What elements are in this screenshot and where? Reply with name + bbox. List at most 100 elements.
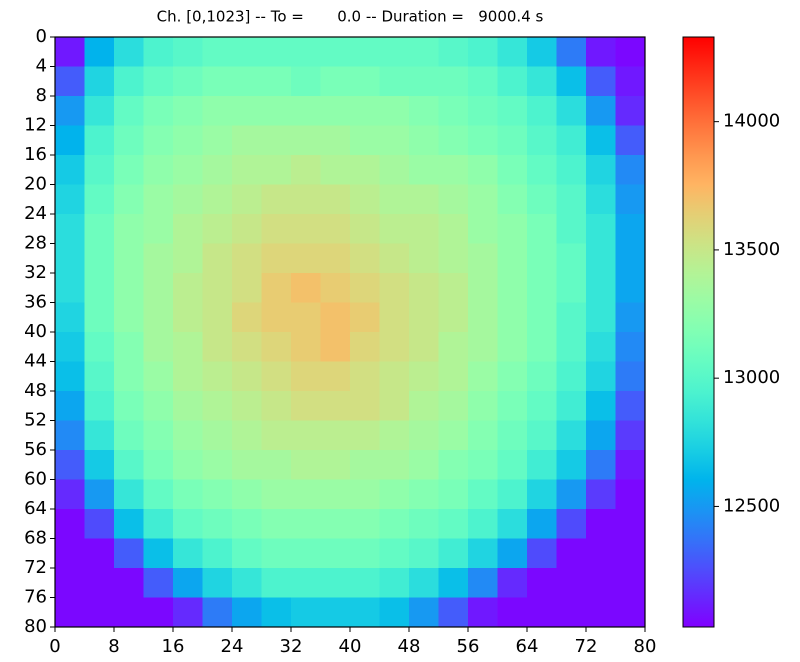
heatmap-cell <box>497 420 528 451</box>
heatmap-cell <box>497 273 528 303</box>
heatmap-cell <box>261 391 292 421</box>
heatmap-cell <box>527 273 557 303</box>
heatmap-cell <box>350 37 380 67</box>
heatmap-cell <box>173 450 203 480</box>
heatmap-cell <box>114 568 144 598</box>
heatmap-cell <box>291 37 321 67</box>
heatmap-cell <box>438 243 469 274</box>
heatmap-cell <box>497 37 528 67</box>
heatmap-cell <box>409 450 439 480</box>
heatmap-cell <box>202 568 233 598</box>
heatmap-cell <box>202 214 233 244</box>
heatmap-cell <box>291 184 321 215</box>
heatmap-cell <box>527 66 557 97</box>
heatmap-cell <box>84 450 115 480</box>
heatmap-cell <box>320 420 351 451</box>
y-tick-label: 36 <box>24 292 47 313</box>
heatmap-cell <box>497 361 528 392</box>
heatmap-cell <box>202 361 233 392</box>
heatmap-cell <box>320 450 351 480</box>
heatmap-cell <box>261 273 292 303</box>
heatmap-cell <box>320 66 351 97</box>
heatmap-cell <box>527 509 557 539</box>
heatmap-cell <box>438 420 469 451</box>
heatmap-cell <box>350 332 380 362</box>
heatmap-cell <box>586 125 616 156</box>
heatmap-cell <box>114 125 144 156</box>
heatmap-cell <box>320 214 351 244</box>
heatmap-cell <box>320 302 351 333</box>
heatmap-cell <box>615 391 646 421</box>
heatmap-cell <box>202 509 233 539</box>
heatmap-cell <box>202 66 233 97</box>
heatmap-cell <box>615 155 646 185</box>
heatmap-cell <box>320 509 351 539</box>
heatmap-cell <box>497 96 528 126</box>
heatmap-cell <box>173 243 203 274</box>
x-tick-label: 0 <box>49 636 60 657</box>
heatmap-cell <box>409 273 439 303</box>
heatmap-cell <box>350 568 380 598</box>
heatmap-cell <box>350 184 380 215</box>
heatmap-cell <box>615 597 646 628</box>
heatmap-cell <box>527 243 557 274</box>
heatmap-cell <box>55 450 85 480</box>
heatmap-cell <box>468 243 498 274</box>
heatmap-cell <box>586 332 616 362</box>
x-tick-label: 40 <box>339 636 362 657</box>
heatmap-cell <box>232 96 262 126</box>
heatmap-cell <box>84 302 115 333</box>
heatmap-cell <box>379 361 410 392</box>
heatmap-cell <box>261 96 292 126</box>
heatmap-cell <box>468 361 498 392</box>
heatmap-cell <box>379 66 410 97</box>
heatmap-cell <box>438 568 469 598</box>
heatmap-cell <box>350 302 380 333</box>
heatmap-cell <box>84 96 115 126</box>
y-tick-label: 4 <box>36 56 47 77</box>
heatmap-cell <box>143 509 174 539</box>
heatmap-cell <box>438 96 469 126</box>
heatmap-cell <box>173 568 203 598</box>
heatmap-cell <box>615 420 646 451</box>
x-tick-label: 8 <box>108 636 119 657</box>
heatmap-cell <box>202 420 233 451</box>
heatmap-cell <box>143 302 174 333</box>
y-tick-label: 40 <box>24 321 47 342</box>
heatmap-cell <box>261 125 292 156</box>
heatmap-cell <box>232 243 262 274</box>
heatmap-cell <box>84 361 115 392</box>
heatmap-cell <box>84 479 115 510</box>
heatmap-cell <box>379 37 410 67</box>
heatmap-cell <box>468 37 498 67</box>
heatmap-cell <box>84 568 115 598</box>
heatmap-cell <box>173 509 203 539</box>
heatmap-cell <box>497 597 528 628</box>
heatmap-cell <box>556 184 587 215</box>
heatmap-cell <box>615 66 646 97</box>
heatmap-cell <box>379 155 410 185</box>
heatmap-cell <box>350 391 380 421</box>
heatmap-cell <box>232 568 262 598</box>
heatmap-cell <box>379 332 410 362</box>
heatmap-cell <box>173 391 203 421</box>
heatmap-cell <box>291 332 321 362</box>
heatmap-cell <box>438 391 469 421</box>
heatmap-cell <box>261 568 292 598</box>
heatmap-cell <box>261 37 292 67</box>
heatmap-cell <box>261 509 292 539</box>
y-tick-label: 16 <box>24 144 47 165</box>
heatmap-cell <box>409 302 439 333</box>
heatmap-cell <box>291 479 321 510</box>
heatmap-cell <box>379 96 410 126</box>
heatmap-cell <box>114 243 144 274</box>
heatmap-cell <box>586 479 616 510</box>
heatmap-cell <box>173 597 203 628</box>
heatmap-cell <box>232 125 262 156</box>
heatmap-cell <box>291 450 321 480</box>
heatmap-cell <box>527 155 557 185</box>
heatmap-cell <box>615 184 646 215</box>
heatmap-cell <box>55 184 85 215</box>
heatmap-cell <box>379 568 410 598</box>
